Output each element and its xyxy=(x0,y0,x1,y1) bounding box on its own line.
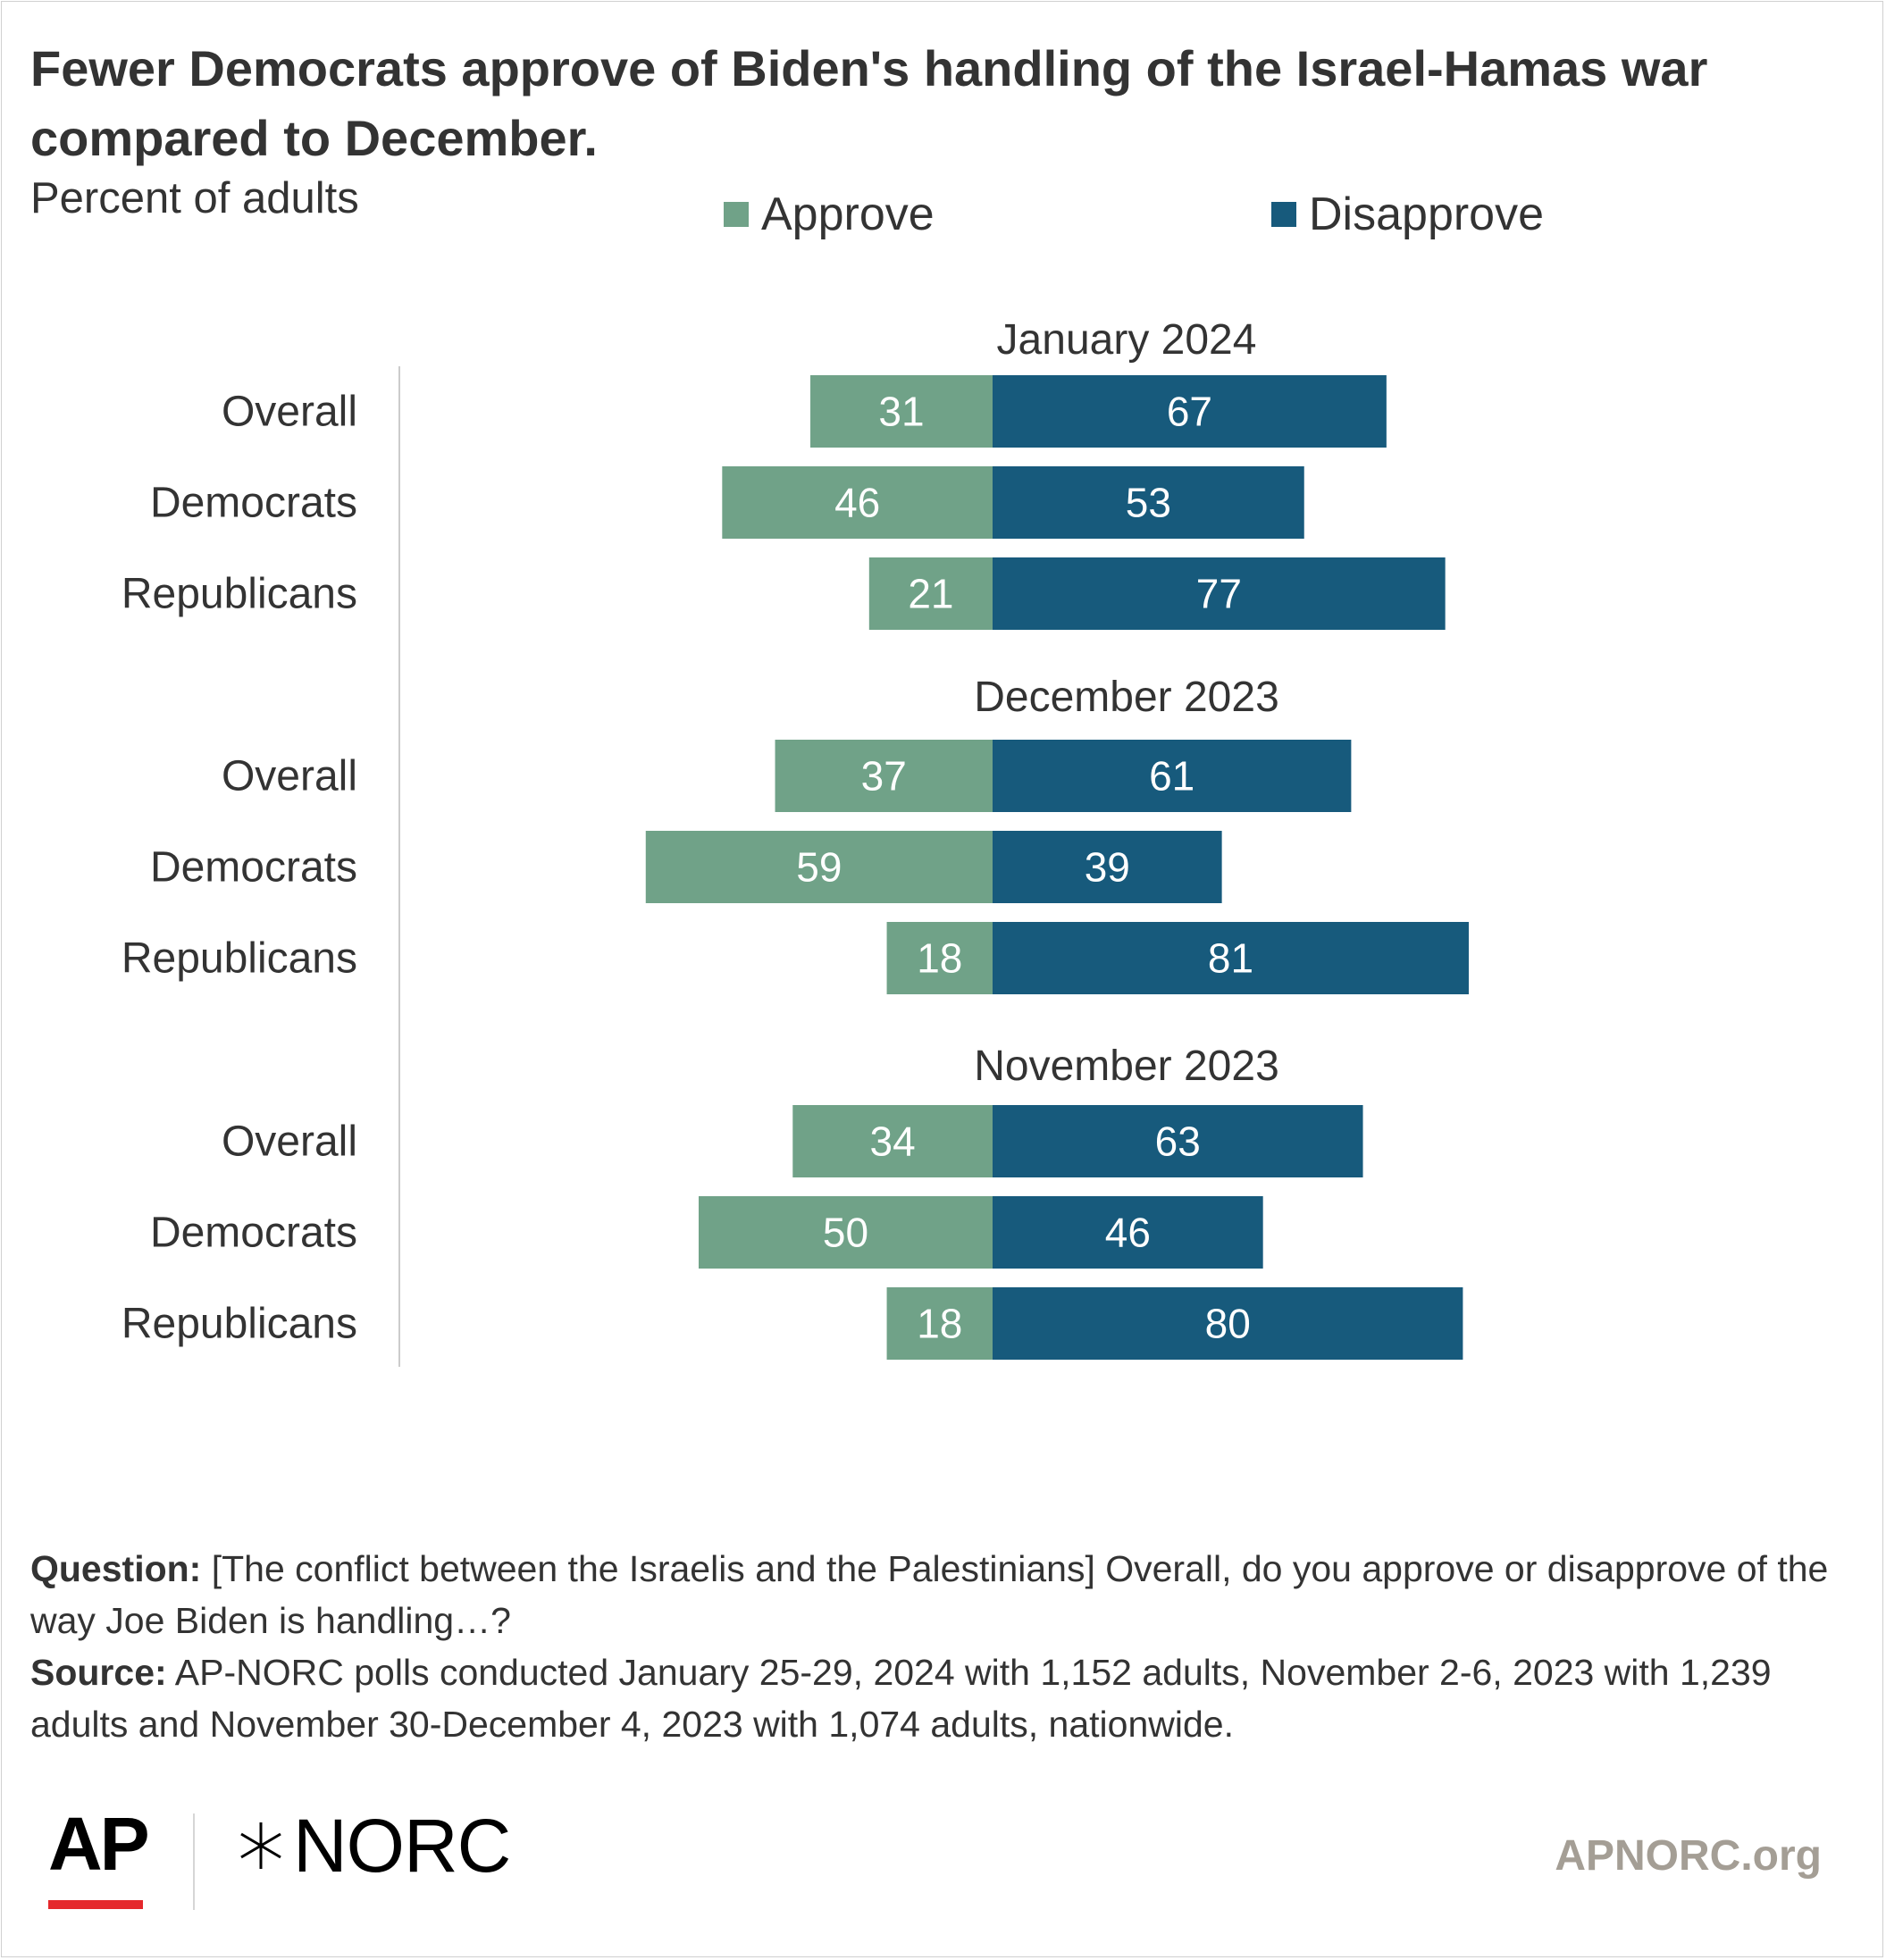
question-label: Question: xyxy=(30,1548,202,1589)
disapprove-value-label: 80 xyxy=(1205,1301,1251,1347)
disapprove-bar xyxy=(993,466,1304,539)
approve-value-label: 34 xyxy=(870,1118,916,1165)
legend-disapprove-label: Disapprove xyxy=(1309,188,1545,240)
approve-bar xyxy=(886,1287,993,1360)
legend-disapprove: Disapprove xyxy=(1271,188,1544,241)
footnote: Question: [The conflict between the Isra… xyxy=(30,1543,1853,1750)
legend-approve: Approve xyxy=(724,188,935,241)
disapprove-value-label: 63 xyxy=(1155,1118,1201,1165)
norc-logo-text: NORC xyxy=(293,1804,511,1888)
disapprove-bar xyxy=(993,1105,1363,1177)
group-label: December 2023 xyxy=(974,674,1279,721)
row-label: Republicans xyxy=(122,1301,357,1348)
approve-bar xyxy=(722,466,993,539)
norc-star-icon xyxy=(240,1822,281,1869)
disapprove-value-label: 53 xyxy=(1126,480,1171,526)
disapprove-value-label: 46 xyxy=(1105,1210,1151,1256)
approve-bar xyxy=(775,740,993,812)
ap-logo: AP xyxy=(48,1802,150,1886)
ap-logo-underline xyxy=(48,1900,143,1909)
disapprove-bar xyxy=(993,557,1446,630)
norc-logo: NORC xyxy=(236,1804,511,1888)
disapprove-value-label: 77 xyxy=(1196,571,1242,617)
group-label: November 2023 xyxy=(974,1043,1279,1090)
disapprove-value-label: 39 xyxy=(1085,844,1130,891)
legend-approve-label: Approve xyxy=(761,188,935,240)
row-label: Republicans xyxy=(122,935,357,983)
row-label: Overall xyxy=(222,389,357,436)
approve-bar xyxy=(699,1196,993,1269)
disapprove-bar xyxy=(993,1196,1263,1269)
approve-value-label: 50 xyxy=(823,1210,868,1256)
disapprove-value-label: 81 xyxy=(1208,935,1253,982)
approve-value-label: 18 xyxy=(917,935,962,982)
approve-bar xyxy=(868,557,993,630)
question-text: [The conflict between the Israelis and t… xyxy=(30,1548,1829,1641)
disapprove-bar xyxy=(993,831,1222,903)
row-label: Democrats xyxy=(150,480,357,527)
source-label: Source: xyxy=(30,1652,167,1693)
source-text: AP-NORC polls conducted January 25-29, 2… xyxy=(30,1652,1772,1745)
chart-subtitle: Percent of adults xyxy=(30,174,359,222)
disapprove-value-label: 67 xyxy=(1167,389,1212,435)
row-label: Democrats xyxy=(150,1210,357,1257)
disapprove-bar xyxy=(993,1287,1463,1360)
legend-disapprove-swatch xyxy=(1271,202,1296,227)
chart-title: Fewer Democrats approve of Biden's handl… xyxy=(30,40,1708,166)
site-url: APNORC.org xyxy=(1555,1832,1822,1880)
approve-bar xyxy=(645,831,993,903)
approve-value-label: 46 xyxy=(834,480,880,526)
approve-value-label: 18 xyxy=(917,1301,962,1347)
row-label: Republicans xyxy=(122,571,357,618)
logo-divider xyxy=(193,1813,195,1910)
row-label: Overall xyxy=(222,753,357,800)
row-label: Democrats xyxy=(150,844,357,892)
legend-approve-swatch xyxy=(724,202,749,227)
approve-value-label: 21 xyxy=(908,571,953,617)
disapprove-bar xyxy=(993,740,1352,812)
approve-bar xyxy=(886,922,993,994)
disapprove-bar xyxy=(993,375,1387,448)
group-label: January 2024 xyxy=(997,316,1257,364)
source-note: Source: AP-NORC polls conducted January … xyxy=(30,1646,1853,1750)
row-label: Overall xyxy=(222,1118,357,1166)
disapprove-value-label: 61 xyxy=(1149,753,1194,800)
approve-bar xyxy=(792,1105,993,1177)
disapprove-bar xyxy=(993,922,1469,994)
question-note: Question: [The conflict between the Isra… xyxy=(30,1543,1853,1646)
approve-bar xyxy=(810,375,993,448)
diverging-bar-chart: January 2024 Overall 31 67 Democrats 46 53 Repu… xyxy=(122,316,1469,1367)
approve-value-label: 59 xyxy=(796,844,842,891)
approve-value-label: 31 xyxy=(878,389,924,435)
approve-value-label: 37 xyxy=(861,753,907,800)
